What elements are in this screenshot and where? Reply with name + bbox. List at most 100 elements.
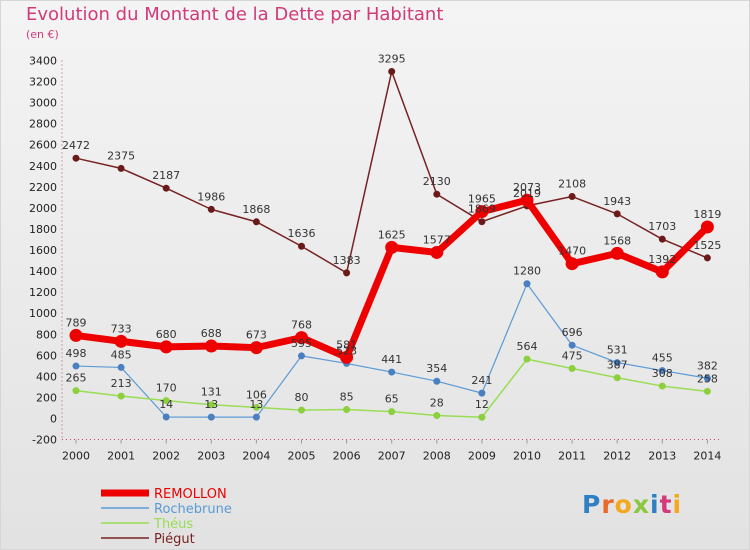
data-label: 1625 [378, 228, 406, 241]
y-tick-label: 2000 [29, 202, 57, 215]
data-label: 1965 [468, 193, 496, 206]
data-label: 2375 [107, 149, 135, 162]
data-label: 789 [66, 316, 87, 329]
data-point [613, 210, 621, 218]
data-point [703, 374, 711, 382]
data-label: 1525 [693, 239, 721, 252]
x-tick-label: 2014 [693, 450, 721, 463]
data-point [613, 374, 621, 382]
data-label: 680 [156, 328, 177, 341]
data-label: 131 [201, 386, 222, 399]
data-point [478, 389, 486, 397]
data-label: 1470 [558, 245, 586, 258]
legend-entry: Théus [153, 517, 193, 532]
data-point [433, 190, 441, 198]
data-point [343, 269, 351, 277]
data-point [700, 220, 714, 234]
data-point [162, 397, 170, 405]
data-point [207, 413, 215, 421]
y-tick-label: 2400 [29, 160, 57, 173]
data-point [252, 403, 260, 411]
data-labels: 2472 2375 2187 1986 1868 1636 1383 3295 2130 1869… [62, 53, 721, 412]
data-point [703, 254, 711, 262]
data-point [610, 246, 624, 260]
axes: -200 0 200 400 600 800 1000 1200 1400 1600 1800 200… [29, 54, 721, 462]
data-point [433, 412, 441, 420]
data-point [117, 164, 125, 172]
data-point [388, 408, 396, 416]
data-point [72, 362, 80, 370]
x-tick-label: 2009 [468, 450, 496, 463]
y-tick-label: 600 [36, 349, 57, 362]
data-point [613, 359, 621, 367]
data-label: 498 [66, 347, 87, 360]
data-label: 170 [156, 382, 177, 395]
data-label: 441 [381, 353, 402, 366]
data-label: 1636 [288, 227, 316, 240]
series-lines [69, 68, 714, 421]
data-label: 2108 [558, 178, 586, 191]
data-label: 13 [249, 398, 263, 411]
legend-entry: REMOLLON [154, 487, 227, 502]
data-label: 14 [159, 398, 173, 411]
data-point [298, 242, 305, 250]
data-point [568, 341, 576, 349]
x-tick-label: 2000 [62, 450, 90, 463]
data-label: 564 [517, 340, 538, 353]
data-label: 241 [471, 374, 492, 387]
y-tick-label: 3000 [29, 97, 57, 110]
data-point [252, 218, 260, 226]
x-tick-label: 2007 [378, 450, 406, 463]
data-point [430, 245, 444, 259]
data-point [159, 340, 173, 354]
data-label: 455 [652, 352, 673, 365]
data-label: 387 [607, 359, 628, 372]
y-tick-label: 400 [36, 370, 57, 383]
data-point [117, 392, 125, 400]
data-label: 733 [111, 322, 132, 335]
y-tick-label: 2200 [29, 181, 57, 194]
y-tick-label: 0 [50, 413, 57, 426]
data-point [655, 265, 669, 279]
data-label: 523 [336, 344, 357, 357]
x-tick-label: 2011 [558, 450, 586, 463]
data-label: 3295 [378, 53, 406, 66]
data-point [343, 406, 351, 414]
data-point [523, 355, 531, 363]
data-point [207, 205, 215, 213]
data-label: 531 [607, 344, 628, 357]
x-tick-label: 2003 [197, 450, 225, 463]
y-tick-label: 3200 [29, 76, 57, 89]
data-point [114, 334, 128, 348]
data-label: 2130 [423, 175, 451, 188]
data-label: 2187 [152, 169, 180, 182]
data-label: 80 [295, 391, 309, 404]
data-point [69, 328, 83, 342]
y-tick-label: 2800 [29, 118, 57, 131]
data-point [72, 387, 80, 395]
unit-label: (en €) [26, 28, 59, 41]
data-point [478, 413, 486, 421]
data-label: 12 [475, 398, 489, 411]
data-point [117, 363, 125, 371]
data-label: 688 [201, 327, 222, 340]
data-label: 696 [562, 326, 583, 339]
data-point [340, 350, 354, 364]
legend-entry: Rochebrune [154, 502, 232, 517]
x-tick-label: 2005 [288, 450, 316, 463]
data-label: 1943 [603, 195, 631, 208]
y-tick-label: -200 [32, 434, 57, 447]
legend-entry: Piégut [154, 532, 195, 547]
data-label: 475 [562, 349, 583, 362]
data-label: 673 [246, 329, 267, 342]
data-point [162, 413, 170, 421]
data-point [385, 240, 399, 254]
data-label: 1280 [513, 265, 541, 278]
y-tick-label: 2600 [29, 139, 57, 152]
data-point [204, 339, 218, 353]
data-point [388, 368, 396, 376]
data-point [658, 235, 666, 243]
data-label: 354 [426, 362, 447, 375]
data-point [478, 218, 486, 226]
